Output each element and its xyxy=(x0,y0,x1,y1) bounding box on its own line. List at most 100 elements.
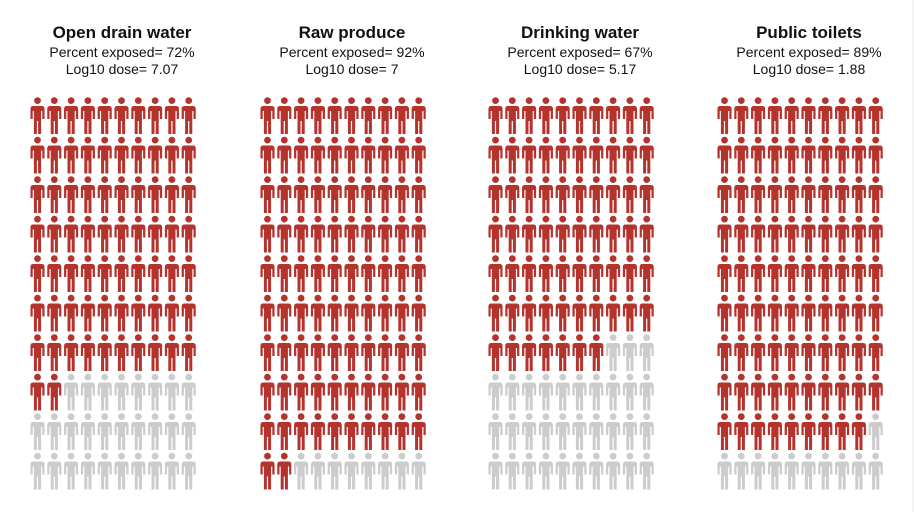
person-icon-unexposed xyxy=(131,373,146,411)
person-icon-exposed xyxy=(181,294,196,332)
person-icon-exposed xyxy=(505,334,520,371)
log10-dose-value: 7 xyxy=(390,61,399,77)
person-icon-exposed xyxy=(394,176,409,213)
person-icon-exposed xyxy=(378,176,393,213)
person-icon-unexposed xyxy=(80,452,95,490)
person-icon-exposed xyxy=(394,334,409,371)
person-icon-exposed xyxy=(344,255,359,292)
person-icon-exposed xyxy=(868,97,883,134)
person-icon-exposed xyxy=(277,373,292,411)
person-icon-exposed xyxy=(734,294,749,332)
person-icon-exposed xyxy=(784,334,799,371)
person-icon-unexposed xyxy=(555,452,570,490)
log10-dose-stat: Log10 dose= 7 xyxy=(259,61,445,78)
person-icon-unexposed xyxy=(114,413,129,450)
person-icon-exposed xyxy=(148,294,163,332)
person-icon-exposed xyxy=(488,136,503,174)
person-icon-exposed xyxy=(717,97,732,134)
person-icon-unexposed xyxy=(30,413,45,450)
person-icon-exposed xyxy=(538,176,553,213)
log10-dose-stat: Log10 dose= 7.07 xyxy=(29,61,215,78)
person-icon-exposed xyxy=(164,136,179,174)
person-icon-exposed xyxy=(114,334,129,371)
person-icon-exposed xyxy=(751,136,766,174)
person-icon-exposed xyxy=(505,215,520,253)
person-icon-exposed xyxy=(378,373,393,411)
person-icon-unexposed xyxy=(538,452,553,490)
person-icon-unexposed xyxy=(505,373,520,411)
person-icon-exposed xyxy=(835,294,850,332)
person-icon-exposed xyxy=(148,215,163,253)
person-icon-exposed xyxy=(784,176,799,213)
person-icon-exposed xyxy=(639,215,654,253)
person-icon-exposed xyxy=(114,294,129,332)
person-icon-exposed xyxy=(522,215,537,253)
person-icon-exposed xyxy=(64,176,79,213)
person-icon-unexposed xyxy=(522,373,537,411)
person-icon-exposed xyxy=(784,136,799,174)
person-icon-exposed xyxy=(767,176,782,213)
person-icon-unexposed xyxy=(148,413,163,450)
person-icon-exposed xyxy=(801,97,816,134)
person-icon-exposed xyxy=(606,136,621,174)
person-icon-exposed xyxy=(378,215,393,253)
person-icon-exposed xyxy=(394,255,409,292)
person-icon-exposed xyxy=(97,97,112,134)
person-icon-exposed xyxy=(622,294,637,332)
person-icon-exposed xyxy=(538,215,553,253)
log10-dose-label: Log10 dose= xyxy=(65,61,148,77)
person-icon-exposed xyxy=(801,176,816,213)
person-icon-exposed xyxy=(64,97,79,134)
person-icon-exposed xyxy=(277,215,292,253)
person-icon-unexposed xyxy=(622,452,637,490)
person-icon-exposed xyxy=(555,255,570,292)
person-icon-exposed xyxy=(751,294,766,332)
person-icon-unexposed xyxy=(131,452,146,490)
person-icon-exposed xyxy=(717,255,732,292)
person-icon-exposed xyxy=(164,255,179,292)
person-icon-unexposed xyxy=(505,452,520,490)
person-icon-exposed xyxy=(868,373,883,411)
person-icon-unexposed xyxy=(97,413,112,450)
person-icon-exposed xyxy=(394,294,409,332)
person-icon-exposed xyxy=(835,136,850,174)
person-icon-exposed xyxy=(310,255,325,292)
person-icon-unexposed xyxy=(589,452,604,490)
person-icon-unexposed xyxy=(47,452,62,490)
person-icon-exposed xyxy=(344,176,359,213)
person-grid-drinking-water xyxy=(488,97,654,490)
person-icon-exposed xyxy=(80,334,95,371)
person-icon-exposed xyxy=(589,97,604,134)
person-icon-exposed xyxy=(801,294,816,332)
person-icon-exposed xyxy=(327,255,342,292)
person-icon-unexposed xyxy=(868,413,883,450)
person-icon-exposed xyxy=(411,373,426,411)
person-icon-unexposed xyxy=(555,373,570,411)
person-grid-public-toilets xyxy=(717,97,883,490)
person-icon-exposed xyxy=(538,334,553,371)
person-icon-unexposed xyxy=(639,334,654,371)
person-icon-exposed xyxy=(260,215,275,253)
right-edge-divider xyxy=(912,0,914,512)
person-icon-exposed xyxy=(801,255,816,292)
person-icon-exposed xyxy=(164,334,179,371)
person-icon-exposed xyxy=(361,255,376,292)
person-icon-exposed xyxy=(131,136,146,174)
percent-exposed-stat: Percent exposed= 92% xyxy=(259,44,445,61)
person-icon-unexposed xyxy=(148,373,163,411)
person-icon-exposed xyxy=(310,334,325,371)
person-icon-exposed xyxy=(47,334,62,371)
person-grid-container xyxy=(29,96,215,516)
person-icon-exposed xyxy=(47,176,62,213)
person-icon-exposed xyxy=(260,97,275,134)
person-icon-exposed xyxy=(344,215,359,253)
log10-dose-value: 7.07 xyxy=(151,61,179,77)
person-icon-exposed xyxy=(868,176,883,213)
person-icon-exposed xyxy=(30,97,45,134)
person-icon-unexposed xyxy=(181,373,196,411)
panel-title: Open drain water xyxy=(52,23,192,42)
percent-exposed-label: Percent exposed= xyxy=(279,44,393,60)
person-icon-exposed xyxy=(622,97,637,134)
person-icon-unexposed xyxy=(835,452,850,490)
person-icon-exposed xyxy=(606,294,621,332)
